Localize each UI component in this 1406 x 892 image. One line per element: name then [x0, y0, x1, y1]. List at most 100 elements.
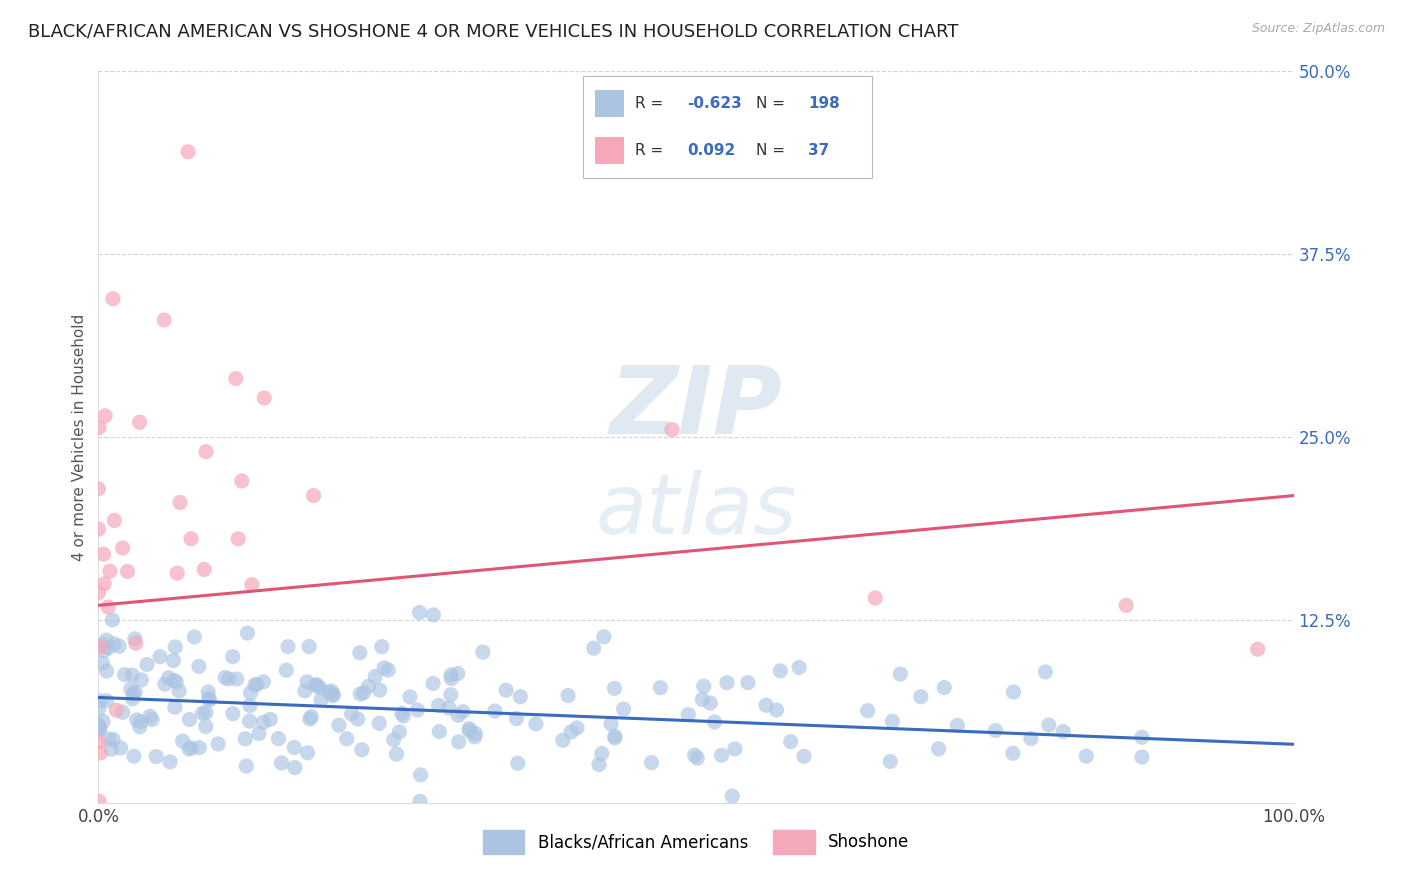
Point [89, 722, 111, 736]
Point [650, 681, 672, 695]
Point [1019, 731, 1042, 746]
Point [96, 694, 118, 708]
Point [129, 714, 152, 729]
Point [197, 685, 219, 699]
Point [373, 661, 395, 675]
Point [984, 723, 1007, 738]
Point [128, 720, 150, 734]
Point [298, 712, 321, 726]
Point [149, 649, 172, 664]
Point [267, 731, 290, 746]
Legend: Blacks/African Americans, Shoshone: Blacks/African Americans, Shoshone [477, 823, 915, 860]
Point [368, 683, 391, 698]
Point [755, 698, 778, 713]
Point [505, 712, 527, 726]
Point [340, 706, 363, 721]
Point [399, 690, 422, 704]
Point [93, 643, 115, 657]
Point [328, 718, 350, 732]
Text: 0.092: 0.092 [688, 144, 735, 158]
Text: 37: 37 [808, 144, 830, 158]
Point [737, 675, 759, 690]
Point [600, 717, 623, 731]
Point [259, 712, 281, 726]
Point [346, 712, 368, 726]
Point [309, 692, 332, 706]
Point [364, 669, 387, 683]
Point [471, 645, 494, 659]
Point [422, 607, 444, 622]
Point [1002, 685, 1025, 699]
Point [882, 714, 904, 729]
Point [239, 686, 262, 700]
Point [1001, 746, 1024, 760]
Point [87, 702, 110, 716]
Point [194, 706, 217, 720]
Point [946, 718, 969, 732]
Point [716, 675, 738, 690]
Point [464, 730, 486, 744]
Point [193, 562, 215, 576]
Point [603, 729, 626, 743]
Point [357, 680, 380, 694]
Point [166, 566, 188, 580]
Point [110, 740, 132, 755]
Text: R =: R = [636, 144, 668, 158]
Point [322, 687, 344, 701]
Bar [595, 90, 624, 117]
Point [239, 714, 262, 728]
Point [139, 709, 162, 723]
Point [299, 709, 322, 723]
Point [108, 639, 131, 653]
Point [692, 692, 714, 706]
Point [495, 683, 517, 698]
Point [225, 371, 247, 385]
Point [136, 657, 159, 672]
Point [177, 145, 200, 159]
Point [169, 495, 191, 509]
Point [1130, 750, 1153, 764]
Point [165, 674, 187, 689]
Point [87, 718, 110, 732]
Point [699, 696, 721, 710]
Point [409, 768, 432, 782]
Point [350, 743, 373, 757]
Point [440, 672, 463, 686]
Point [270, 756, 292, 770]
Point [603, 681, 626, 696]
Point [226, 532, 249, 546]
Point [382, 732, 405, 747]
Point [90, 640, 112, 654]
Point [157, 671, 180, 685]
Point [236, 626, 259, 640]
Point [246, 677, 269, 691]
Point [458, 723, 481, 738]
Point [180, 532, 202, 546]
Point [231, 474, 253, 488]
Point [120, 681, 142, 696]
Point [103, 637, 125, 651]
Point [125, 713, 148, 727]
Point [122, 749, 145, 764]
Point [284, 761, 307, 775]
Point [349, 687, 371, 701]
Point [111, 706, 134, 720]
Point [787, 660, 810, 674]
Point [117, 565, 139, 579]
Point [194, 719, 217, 733]
Point [283, 740, 305, 755]
Point [440, 688, 463, 702]
Point [779, 734, 801, 748]
Point [603, 731, 626, 745]
Point [122, 687, 145, 701]
Point [187, 659, 209, 673]
Point [100, 742, 122, 756]
Text: R =: R = [636, 96, 668, 111]
Point [97, 600, 120, 615]
Point [318, 685, 340, 699]
Point [557, 689, 579, 703]
Point [524, 717, 547, 731]
Point [252, 715, 274, 730]
Point [392, 709, 415, 723]
Point [87, 420, 110, 434]
